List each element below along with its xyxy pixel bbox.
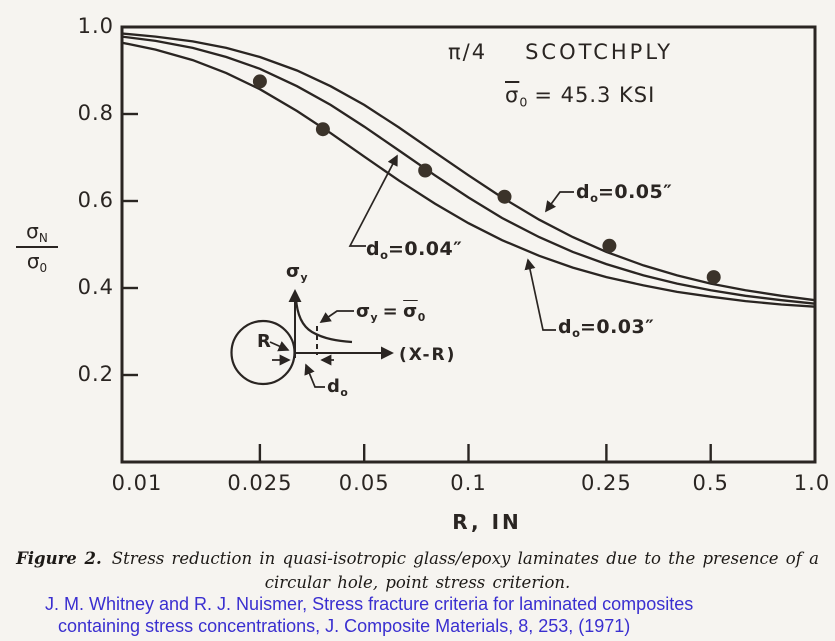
y-tick-label: 0.4 [77, 275, 114, 299]
curve-do=0.04in [121, 35, 816, 305]
stress-decay-curve [294, 297, 353, 344]
d-symbol: d [327, 376, 341, 397]
d-symbol: d [576, 181, 591, 203]
sigma-symbol: σ [26, 249, 40, 274]
x-tick-label: 0.1 [450, 471, 487, 495]
data-point [497, 189, 512, 204]
d0-value: =0.04″ [387, 238, 463, 260]
x-axis-title: R, IN [452, 510, 522, 534]
curve-do=0.03in [121, 41, 816, 308]
data-point [706, 270, 721, 285]
chart-title: π/4 SCOTCHPLY [448, 40, 673, 64]
citation-line1: J. M. Whitney and R. J. Nuismer, Stress … [45, 594, 694, 614]
figure-caption-line2: circular hole, point stress criterion. [264, 573, 571, 592]
x-tick-label: 0.05 [338, 471, 390, 495]
sigma-0-subscript: 0 [417, 310, 426, 324]
sigma-bar-symbol: σ [505, 83, 520, 107]
x-tick-label: 0.25 [580, 471, 632, 495]
y-tick-label: 0.6 [77, 188, 114, 212]
curve-label-d0-0.03: do=0.03″ [558, 316, 654, 340]
inset-diagram [230, 289, 394, 388]
inset-y-axis-label: σy [286, 261, 308, 284]
characteristic-distance-label: do [327, 376, 348, 399]
caption-text: Stress reduction in quasi-isotropic glas… [111, 549, 819, 568]
strength-value: = 45.3 KSI [534, 83, 656, 107]
inset-x-axis-label: (X-R) [399, 345, 457, 365]
hole-radius-label: R [257, 331, 272, 352]
data-point [252, 74, 267, 89]
d0-leader [304, 363, 325, 388]
radius-arrow [269, 341, 290, 352]
d-subscript: o [340, 385, 348, 399]
d-symbol: d [558, 316, 573, 338]
denominator-subscript: 0 [39, 261, 48, 276]
numerator-subscript: N [38, 231, 48, 246]
leader-d0-0.04 [348, 154, 398, 247]
d0-value: =0.03″ [579, 316, 655, 338]
y-tick-label: 1.0 [77, 14, 114, 38]
y-axis-numerator: σN [10, 219, 64, 245]
x-tick-label: 0.01 [111, 471, 163, 495]
data-point [602, 238, 617, 253]
y-tick-label: 0.2 [77, 362, 114, 386]
curve-do=0.05in [121, 32, 816, 302]
sigma-symbol: σ [286, 261, 301, 282]
laminate-layup-label: π/4 [448, 40, 488, 64]
equals-sign: = [382, 301, 399, 322]
y-axis-denominator: σ0 [10, 249, 64, 275]
d-subscript: o [590, 190, 598, 205]
sigma-symbol: σ [26, 219, 39, 243]
fraction-bar [16, 246, 58, 249]
sigma-symbol: σ [356, 301, 371, 322]
x-tick-label: 0.5 [692, 471, 729, 495]
criterion-leader [319, 310, 354, 323]
citation-line2: containing stress concentrations, J. Com… [58, 616, 631, 636]
figure-caption-line1: Figure 2. Stress reduction in quasi-isotr… [0, 549, 835, 568]
leader-d0-0.03 [524, 258, 556, 331]
data-point [418, 163, 433, 178]
leader-d0-0.05 [545, 191, 574, 213]
y-tick-label: 0.8 [77, 101, 114, 125]
d-symbol: d [366, 238, 381, 260]
material-label: SCOTCHPLY [525, 40, 674, 64]
d0-value: =0.05″ [597, 181, 673, 203]
sigma-bar-symbol: σ [403, 301, 418, 322]
sigma-subscript: 0 [519, 94, 528, 110]
figure-number: Figure 2. [16, 549, 102, 568]
data-point [315, 122, 330, 137]
x-tick-label: 0.025 [227, 471, 293, 495]
x-tick-label: 1.0 [793, 471, 831, 495]
d-subscript: o [572, 325, 580, 340]
d-subscript: o [380, 247, 388, 262]
point-stress-criterion-label: σy = σ0 [356, 301, 425, 324]
sigma-y-subscript: y [300, 270, 308, 284]
curve-label-d0-0.04: do=0.04″ [366, 238, 462, 262]
plot-canvas [120, 25, 817, 464]
unnotched-strength-label: σ0 = 45.3 KSI [505, 83, 655, 109]
chart-series-layer [121, 32, 816, 462]
curve-label-d0-0.05: do=0.05″ [576, 181, 672, 205]
sigma-y-subscript: y [370, 310, 378, 324]
y-axis-title: σN σ0 [10, 219, 64, 275]
